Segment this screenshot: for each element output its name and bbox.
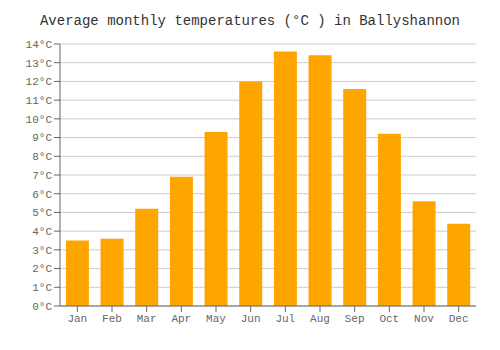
svg-text:Feb: Feb [102, 313, 122, 325]
svg-text:14°C: 14°C [26, 39, 53, 51]
svg-text:8°C: 8°C [32, 151, 52, 163]
svg-text:10°C: 10°C [26, 114, 53, 126]
svg-text:7°C: 7°C [32, 170, 52, 182]
svg-text:Jun: Jun [241, 313, 261, 325]
svg-text:13°C: 13°C [26, 58, 53, 70]
svg-text:0°C: 0°C [32, 301, 52, 313]
svg-text:Aug: Aug [310, 313, 330, 325]
svg-text:May: May [206, 313, 226, 325]
svg-text:Jan: Jan [67, 313, 87, 325]
svg-text:1°C: 1°C [32, 282, 52, 294]
svg-text:4°C: 4°C [32, 226, 52, 238]
svg-text:12°C: 12°C [26, 76, 53, 88]
svg-text:Nov: Nov [414, 313, 434, 325]
svg-text:Sep: Sep [345, 313, 365, 325]
svg-text:5°C: 5°C [32, 207, 52, 219]
html-text:Average monthly temperatures (: Average monthly temperatures (°C ) in Ba… [40, 13, 460, 29]
svg-text:Jul: Jul [275, 313, 295, 325]
svg-text:9°C: 9°C [32, 132, 52, 144]
svg-text:6°C: 6°C [32, 189, 52, 201]
svg-text:Apr: Apr [171, 313, 191, 325]
svg-text:Oct: Oct [379, 313, 399, 325]
svg-text:2°C: 2°C [32, 263, 52, 275]
svg-text:3°C: 3°C [32, 245, 52, 257]
svg-text:Dec: Dec [449, 313, 469, 325]
svg-text:11°C: 11°C [26, 95, 53, 107]
svg-text:Mar: Mar [137, 313, 157, 325]
